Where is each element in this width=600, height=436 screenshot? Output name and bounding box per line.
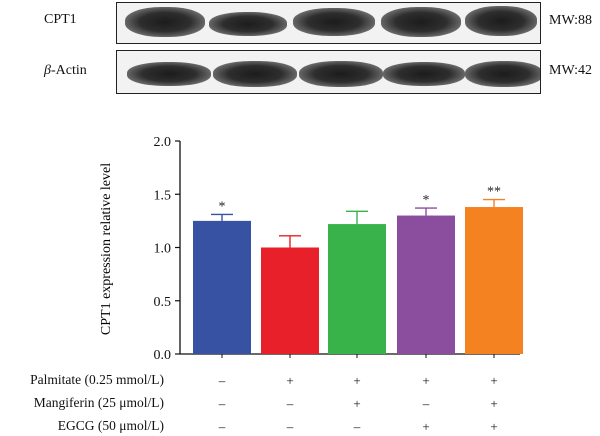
blot2-band [383,62,465,86]
blot-label-cpt1: CPT1 [44,12,77,27]
blot-mw-actin: MW:42 [549,63,593,78]
cpt1-blot-image [116,2,541,44]
blot1-band [465,6,537,36]
y-axis-label: CPT1 expression relative level [99,163,114,335]
treatment-sign: – [218,396,226,411]
bar [328,224,386,354]
blot-label-actin: β-Actin [44,63,87,79]
treatment-row-label: EGCG (50 μmol/L) [57,418,164,433]
treatment-sign: + [353,373,361,388]
blot2-band [465,61,540,87]
treatment-sign: – [286,419,294,434]
y-tick-label: 2.0 [154,135,172,150]
bar [261,247,319,354]
treatment-row-label: Mangiferin (25 μmol/L) [33,395,164,410]
significance-mark: ** [487,185,501,200]
blot-label-actin-greek: β [44,63,51,78]
y-tick-label: 1.0 [154,242,172,257]
treatment-sign: + [422,373,430,388]
treatment-sign: + [422,419,430,434]
treatment-sign: – [353,419,361,434]
bar [397,215,455,354]
y-tick-label: 0.0 [154,348,172,363]
blot-label-actin-suffix: -Actin [50,63,87,78]
treatment-sign: – [422,396,430,411]
treatment-sign: + [490,373,498,388]
blot2-band [213,61,297,87]
treatment-sign: + [490,396,498,411]
treatment-row-label: Palmitate (0.25 mmol/L) [30,372,164,387]
treatment-sign: – [218,419,226,434]
significance-mark: * [423,193,430,208]
blot-mw-cpt1: MW:88 [549,13,593,28]
y-tick-label: 0.5 [154,295,172,310]
actin-blot-image [116,50,541,94]
treatment-sign: + [286,373,294,388]
blot1-band [293,8,375,36]
treatment-sign: + [353,396,361,411]
treatment-sign: + [490,419,498,434]
blot1-band [125,7,205,37]
blot1-band [209,12,287,36]
treatment-sign: – [286,396,294,411]
blot2-band [127,62,211,86]
y-tick-label: 1.5 [154,188,172,203]
blot1-band [381,7,461,37]
blot2-band [299,61,383,87]
bar [193,220,251,354]
treatment-sign: – [218,373,226,388]
significance-mark: * [219,199,226,214]
bar [465,207,523,354]
